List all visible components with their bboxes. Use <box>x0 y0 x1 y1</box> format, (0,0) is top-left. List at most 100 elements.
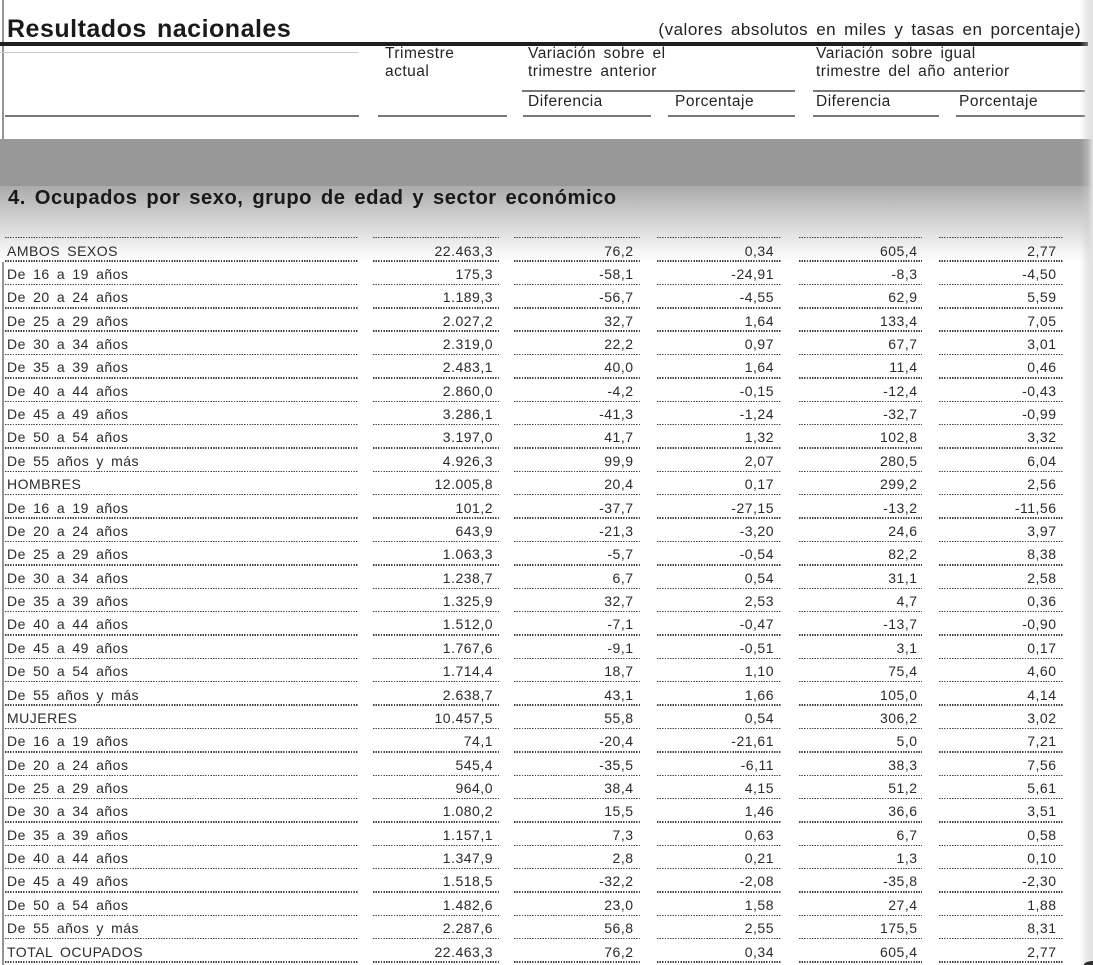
column-underline-pct-1 <box>668 115 795 117</box>
row-dotted-rule <box>799 237 922 239</box>
row-value: 2.483,1 <box>442 359 493 376</box>
row-value: 1,32 <box>744 429 774 446</box>
column-header-vs-previous-quarter: Variación sobre el trimestre anterior <box>528 45 666 80</box>
row-dotted-rule <box>373 587 500 589</box>
row-dotted-rule <box>373 938 500 940</box>
row-dotted-rule <box>657 587 782 589</box>
table-row: De 20 a 24 años 1.189,3 -56,7 -4,55 62,9 5,59 <box>0 283 1093 307</box>
table-row: De 25 a 29 años 2.027,2 32,7 1,64 133,4 7,05 <box>0 307 1093 330</box>
column-underline-stub <box>5 115 359 117</box>
row-dotted-rule <box>373 283 500 286</box>
row-value: -0,90 <box>1022 616 1057 633</box>
row-value: 56,8 <box>604 920 634 937</box>
row-dotted-rule <box>799 704 922 706</box>
subcolumn-header-difference-2: Diferencia <box>816 93 891 110</box>
table-row: HOMBRES 12.005,8 20,4 0,17 299,2 2,56 <box>0 470 1093 494</box>
row-label: De 40 a 44 años <box>7 382 129 399</box>
row-dotted-rule <box>939 681 1063 683</box>
row-value: 2.027,2 <box>442 312 493 329</box>
table-row: De 20 a 24 años 643,9 -21,3 -3,20 24,6 3,97 <box>0 517 1093 540</box>
row-dotted-rule <box>373 353 500 356</box>
row-dotted-rule <box>657 307 782 309</box>
row-dotted-rule <box>939 938 1063 940</box>
row-value: -4,55 <box>739 289 774 306</box>
row-dotted-rule <box>657 260 782 262</box>
row-dotted-rule <box>373 681 500 683</box>
row-dotted-rule <box>5 961 358 963</box>
row-value: -21,61 <box>731 733 774 750</box>
row-value: -35,5 <box>599 756 634 773</box>
table-row: De 40 a 44 años 1.512,0 -7,1 -0,47 -13,7 -0,9… <box>0 610 1093 634</box>
row-value: 62,9 <box>888 289 918 306</box>
column-underline-pct-2 <box>956 115 1085 117</box>
row-dotted-rule <box>657 330 782 332</box>
row-dotted-rule <box>799 494 922 496</box>
row-value: -2,08 <box>739 873 774 890</box>
row-dotted-rule <box>373 821 500 823</box>
row-value: 75,4 <box>888 663 918 680</box>
row-label: De 20 a 24 años <box>7 289 129 306</box>
row-dotted-rule <box>657 237 782 239</box>
row-dotted-rule <box>939 283 1063 286</box>
title-rule <box>0 42 1088 46</box>
row-dotted-rule <box>799 634 922 636</box>
row-label: De 35 a 39 años <box>7 593 129 610</box>
row-value: 1.518,5 <box>442 873 493 890</box>
row-value: 51,2 <box>888 780 918 796</box>
row-dotted-rule <box>799 844 922 846</box>
row-value: -32,7 <box>883 406 918 423</box>
row-dotted-rule <box>657 517 782 519</box>
row-dotted-rule <box>5 377 358 379</box>
row-dotted-rule <box>657 634 782 636</box>
row-dotted-rule <box>799 400 922 402</box>
row-label: De 55 años y más <box>7 686 140 703</box>
row-value: 40,0 <box>604 359 634 376</box>
row-dotted-rule <box>799 377 922 379</box>
row-dotted-rule <box>799 307 922 309</box>
row-dotted-rule <box>373 447 500 449</box>
row-dotted-rule <box>657 540 782 543</box>
row-dotted-rule <box>657 774 782 776</box>
row-value: 102,8 <box>879 429 918 446</box>
row-value: -0,51 <box>739 639 774 656</box>
row-value: 27,4 <box>888 896 918 913</box>
table-row: De 35 a 39 años 1.325,9 32,7 2,53 4,7 0,36 <box>0 587 1093 611</box>
row-dotted-rule <box>939 260 1063 262</box>
row-value: 6,7 <box>896 826 918 843</box>
row-dotted-rule <box>5 727 358 730</box>
row-dotted-rule <box>5 657 358 660</box>
row-dotted-rule <box>373 400 500 402</box>
row-value: 74,1 <box>463 733 493 750</box>
column-underline-diff-2 <box>813 115 939 117</box>
row-value: 12.005,8 <box>434 476 493 493</box>
row-dotted-rule <box>5 610 358 613</box>
row-dotted-rule <box>939 447 1063 449</box>
row-dotted-rule <box>939 891 1063 893</box>
row-value: 605,4 <box>879 943 918 960</box>
row-value: 0,10 <box>1027 850 1057 867</box>
row-value: 8,31 <box>1027 920 1057 937</box>
row-label: De 35 a 39 años <box>7 826 129 843</box>
row-value: 15,5 <box>604 803 634 820</box>
row-value: 6,04 <box>1027 452 1057 469</box>
row-dotted-rule <box>799 283 922 286</box>
row-value: 299,2 <box>879 476 918 493</box>
row-dotted-rule <box>514 891 641 893</box>
row-dotted-rule <box>5 307 358 309</box>
row-dotted-rule <box>657 891 782 893</box>
row-value: 643,9 <box>455 522 493 539</box>
row-dotted-rule <box>514 821 641 823</box>
row-value: 2.287,6 <box>442 920 493 937</box>
row-dotted-rule <box>799 587 922 589</box>
row-dotted-rule <box>799 867 922 870</box>
row-dotted-rule <box>939 237 1063 239</box>
row-value: 105,0 <box>879 686 918 703</box>
row-dotted-rule <box>514 797 641 800</box>
row-value: 2,58 <box>1027 569 1057 586</box>
row-dotted-rule <box>799 961 922 963</box>
group-underline-year-ago-quarter <box>813 90 1085 92</box>
row-value: 55,8 <box>604 709 634 726</box>
row-value: 0,36 <box>1027 593 1057 610</box>
row-dotted-rule <box>373 774 500 776</box>
table-row: De 55 años y más 4.926,3 99,9 2,07 280,5 6,04 <box>0 447 1093 470</box>
